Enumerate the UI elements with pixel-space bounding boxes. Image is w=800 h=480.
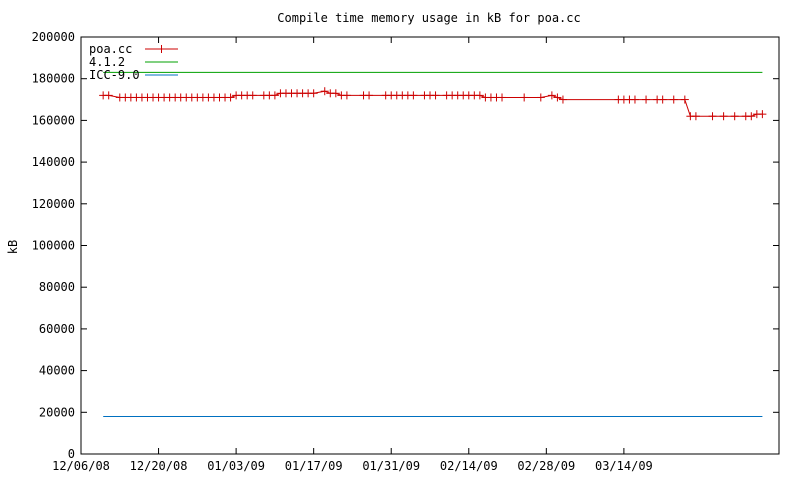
data-point — [630, 95, 639, 104]
x-axis-ticks: 12/06/08 12/20/08 01/03/09 01/17/09 01/31/09… — [52, 37, 653, 473]
y-tick-label: 60000 — [39, 322, 75, 336]
data-point — [104, 91, 113, 100]
data-point — [475, 91, 484, 100]
data-point — [691, 112, 700, 121]
x-tick-label: 03/14/09 — [595, 459, 653, 473]
data-point — [669, 95, 678, 104]
y-tick-label: 180000 — [32, 72, 75, 86]
data-point — [226, 93, 235, 102]
data-point — [730, 112, 739, 121]
data-point — [309, 89, 318, 98]
data-point — [719, 112, 728, 121]
data-point — [642, 95, 651, 104]
data-point — [409, 91, 418, 100]
data-point — [498, 93, 507, 102]
data-point — [342, 91, 351, 100]
data-point — [658, 95, 667, 104]
x-tick-label: 02/14/09 — [440, 459, 498, 473]
data-point — [365, 91, 374, 100]
data-point — [270, 91, 279, 100]
legend-label-poa-cc: poa.cc — [89, 42, 132, 56]
legend-label-4-1-2: 4.1.2 — [89, 55, 125, 69]
chart-title: Compile time memory usage in kB for poa.… — [277, 11, 580, 25]
data-point — [680, 95, 689, 104]
y-axis-ticks: 0 20000 40000 60000 80000 100000 120000 140000 1… — [32, 30, 779, 461]
x-tick-label: 01/17/09 — [285, 459, 343, 473]
y-tick-label: 100000 — [32, 239, 75, 253]
y-axis-label: kB — [6, 240, 20, 254]
data-point — [558, 95, 567, 104]
data-point — [320, 87, 329, 96]
data-point — [520, 93, 529, 102]
y-tick-label: 40000 — [39, 364, 75, 378]
y-tick-label: 0 — [68, 447, 75, 461]
data-point — [248, 91, 257, 100]
x-tick-label: 01/31/09 — [362, 459, 420, 473]
y-tick-label: 200000 — [32, 30, 75, 44]
series-group — [99, 71, 767, 417]
y-tick-label: 80000 — [39, 280, 75, 294]
data-point — [747, 112, 756, 121]
data-point — [553, 93, 562, 102]
y-tick-label: 20000 — [39, 405, 75, 419]
data-point — [431, 91, 440, 100]
data-point — [708, 112, 717, 121]
legend-label-icc-9-0: ICC-9.0 — [89, 68, 140, 82]
data-point — [758, 110, 767, 119]
y-tick-label: 140000 — [32, 155, 75, 169]
x-tick-label: 12/20/08 — [130, 459, 188, 473]
data-point — [331, 89, 340, 98]
x-tick-label: 12/06/08 — [52, 459, 110, 473]
data-point — [547, 91, 556, 100]
data-point — [536, 93, 545, 102]
y-tick-label: 120000 — [32, 197, 75, 211]
y-tick-label: 160000 — [32, 113, 75, 127]
x-tick-label: 02/28/09 — [517, 459, 575, 473]
x-tick-label: 01/03/09 — [207, 459, 265, 473]
